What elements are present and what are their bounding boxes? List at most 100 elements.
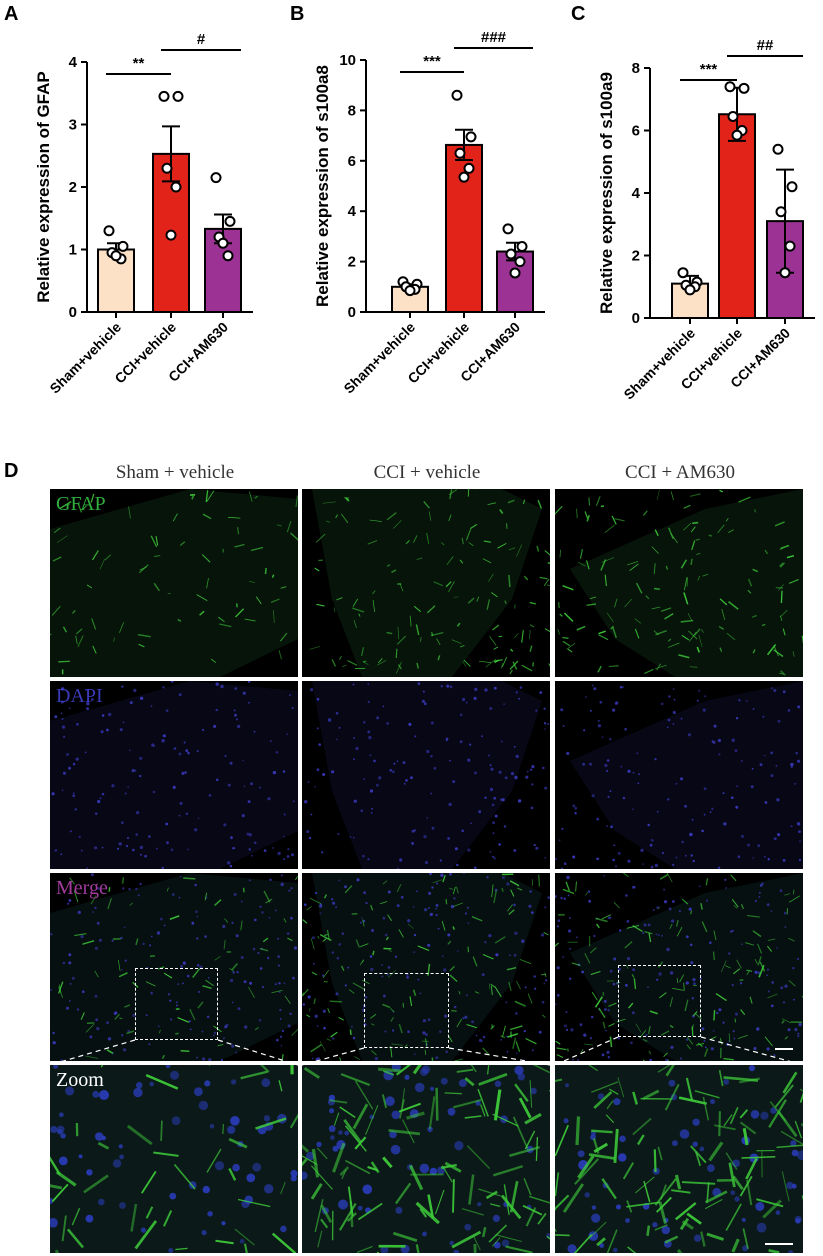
micrograph-dapi-cci <box>302 681 550 869</box>
row-label-gfap: GFAP <box>56 493 106 515</box>
zoom-region-box <box>364 973 449 1048</box>
data-point <box>463 162 475 174</box>
y-tick-label: 2 <box>348 254 356 271</box>
y-tick-label: 0 <box>69 304 77 321</box>
y-tick-label: 4 <box>632 185 641 202</box>
micrograph-texture <box>555 489 803 677</box>
bar <box>718 113 756 319</box>
micrograph-gfap-cci <box>302 489 550 677</box>
data-point <box>724 81 736 93</box>
data-point <box>505 248 517 260</box>
significance-label: *** <box>423 53 441 70</box>
micrograph-texture <box>302 1065 550 1253</box>
y-tick-label: 0 <box>632 310 640 327</box>
data-point <box>784 240 796 252</box>
data-point <box>775 206 787 218</box>
data-point <box>172 90 184 102</box>
column-header-am630: CCI + AM630 <box>625 462 735 483</box>
data-point <box>738 82 750 94</box>
data-point <box>222 250 234 262</box>
micrograph-panel: D Sham + vehicle CCI + vehicle CCI + AM6… <box>0 456 823 1256</box>
micrograph-gfap-sham: GFAP <box>50 489 298 677</box>
data-point <box>509 267 521 279</box>
data-point <box>516 240 528 252</box>
micrograph-merge-cci <box>302 873 550 1061</box>
micrograph-merge-am630 <box>555 873 803 1061</box>
micrograph-texture <box>304 681 550 869</box>
y-axis-label: Relative expression of s100a8 <box>313 65 332 307</box>
scale-bar <box>775 1048 793 1050</box>
significance-label: # <box>197 31 206 48</box>
y-tick-label: 0 <box>348 304 356 321</box>
chart-b: B 0 2 4 6 8 10 Relative expression of s100a8 Sha… <box>290 3 545 396</box>
y-tick-label: 6 <box>632 123 640 140</box>
micrograph-merge-sham: Merge <box>50 873 298 1061</box>
panel-label-a: A <box>4 3 18 25</box>
row-label-dapi: DAPI <box>56 685 103 707</box>
data-point <box>170 181 182 193</box>
micrograph-texture <box>309 489 550 677</box>
micrograph-texture <box>50 489 298 677</box>
micrograph-dapi-sham: DAPI <box>50 681 298 869</box>
data-point <box>779 267 791 279</box>
y-tick-label: 2 <box>632 248 640 265</box>
y-axis-label: Relative expression of s100a9 <box>597 72 616 314</box>
data-point <box>458 171 470 183</box>
significance-label: ## <box>757 37 774 54</box>
data-point <box>502 223 514 235</box>
data-point <box>451 89 463 101</box>
significance-label: *** <box>700 61 718 78</box>
zoom-region-box <box>135 968 218 1040</box>
panel-label-c: C <box>571 3 585 25</box>
data-point <box>514 256 526 268</box>
data-point <box>217 237 229 249</box>
column-header-sham: Sham + vehicle <box>115 462 235 483</box>
zoom-region-box <box>618 965 701 1037</box>
significance-label: ** <box>133 55 145 72</box>
significance-label: ### <box>481 29 507 46</box>
row-label-zoom: Zoom <box>56 1069 104 1091</box>
y-axis-label: Relative expression of GFAP <box>34 71 53 302</box>
data-point <box>731 129 743 141</box>
y-tick-label: 1 <box>69 242 77 259</box>
y-tick-label: 8 <box>632 60 640 77</box>
chart-a: A 0 1 2 3 4 Relative expression of GFAP Sham+ve… <box>4 3 253 396</box>
micrograph-texture <box>302 873 550 1061</box>
micrograph-gfap-am630 <box>555 489 803 677</box>
scale-bar <box>765 1243 793 1245</box>
micrograph-zoom-cci <box>302 1065 550 1253</box>
data-point <box>158 90 170 102</box>
y-tick-label: 8 <box>348 102 356 119</box>
column-header-cci: CCI + vehicle <box>373 462 481 483</box>
data-point <box>103 225 115 237</box>
micrograph-texture <box>50 873 298 1061</box>
panel-label-d: D <box>4 460 19 482</box>
bar-charts: A 0 1 2 3 4 Relative expression of GFAP Sham+ve… <box>4 3 815 402</box>
data-point <box>224 215 236 227</box>
y-tick-label: 6 <box>348 153 356 170</box>
micrograph-texture <box>555 1065 803 1253</box>
data-point <box>677 267 689 279</box>
row-label-merge: Merge <box>56 877 108 899</box>
x-tick-label: Sham+vehicle <box>46 319 124 397</box>
data-point <box>110 250 122 262</box>
data-point <box>117 240 129 252</box>
data-point <box>786 181 798 193</box>
y-tick-label: 3 <box>69 117 77 134</box>
micrograph-zoom-sham: Zoom <box>50 1065 298 1253</box>
micrograph-zoom-am630 <box>555 1065 803 1253</box>
data-point <box>161 162 173 174</box>
y-tick-label: 2 <box>69 179 77 196</box>
micrograph-texture <box>555 681 803 869</box>
micrograph-texture <box>50 681 298 869</box>
y-tick-label: 4 <box>348 203 357 220</box>
data-point <box>210 172 222 184</box>
data-point <box>404 285 416 297</box>
data-point <box>165 229 177 241</box>
y-tick-label: 10 <box>339 52 356 69</box>
data-point <box>727 110 739 122</box>
micrograph-texture <box>50 1065 298 1253</box>
panel-label-b: B <box>290 3 304 25</box>
data-point <box>772 143 784 155</box>
